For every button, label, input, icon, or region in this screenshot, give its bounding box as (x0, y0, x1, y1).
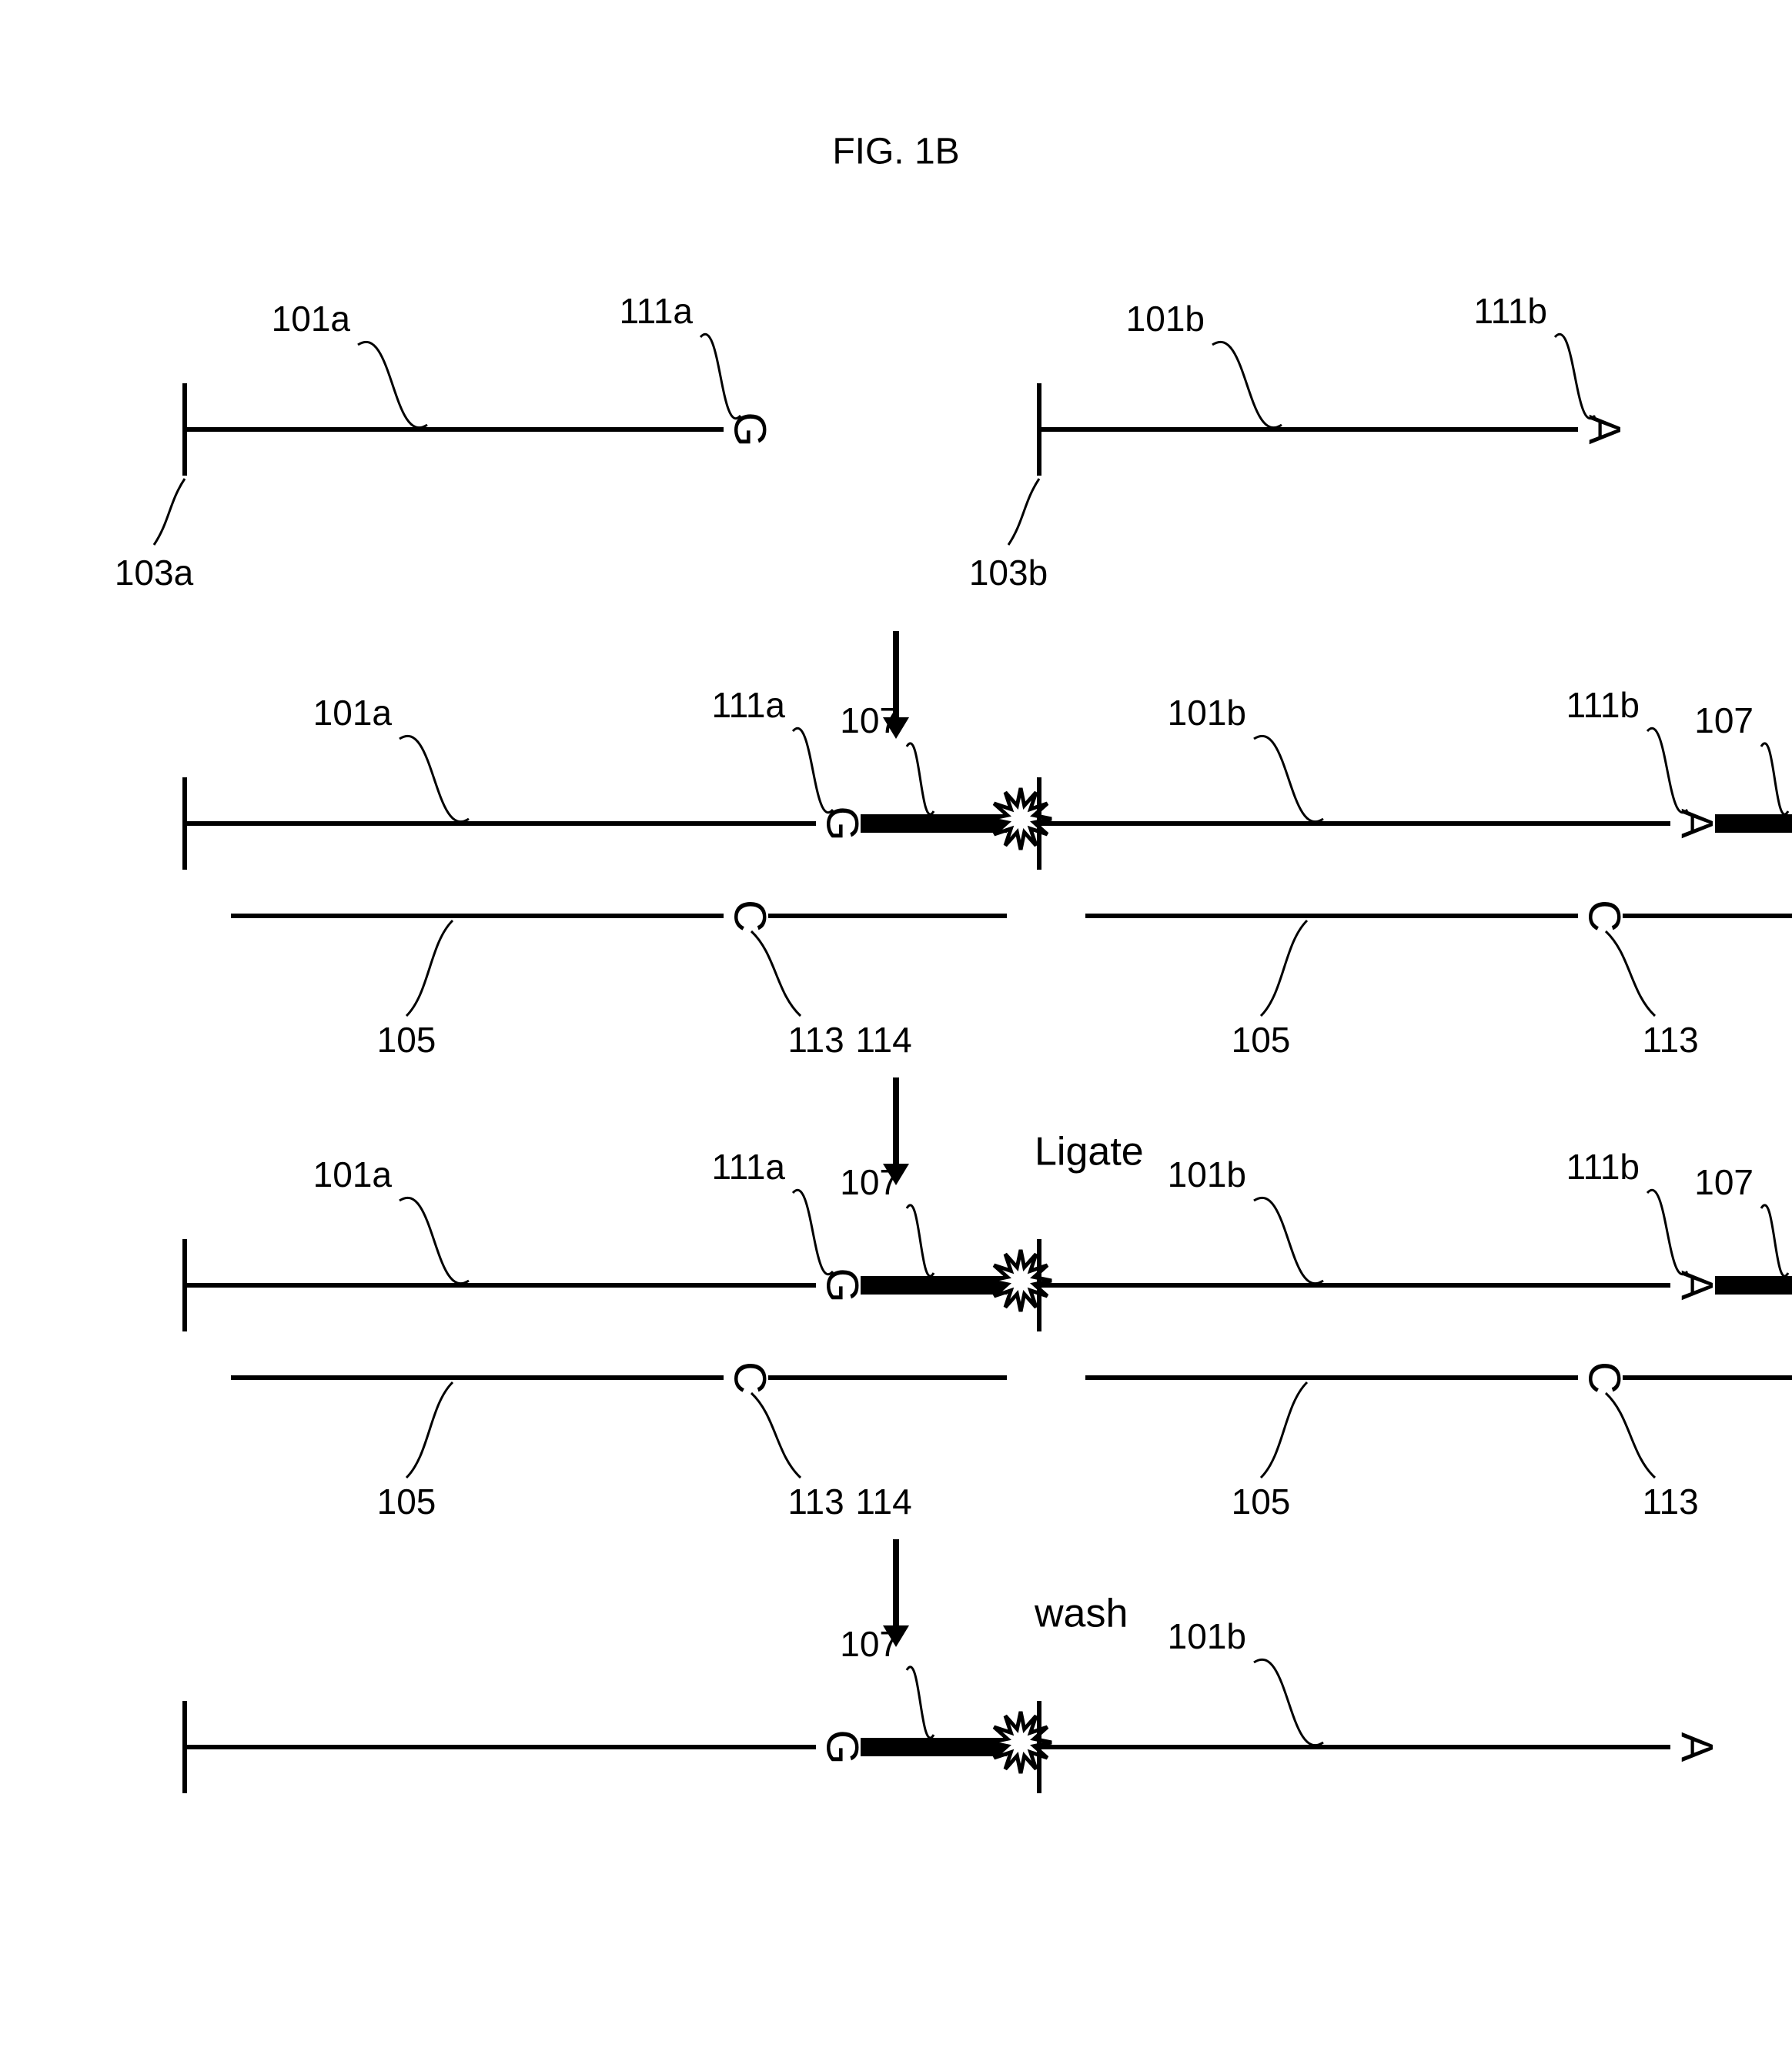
label-thick: 107 (840, 1162, 899, 1202)
label-query: 113 (1642, 1482, 1698, 1522)
figure-title: FIG. 1B (832, 132, 959, 172)
label-nt: 111b (1566, 1147, 1640, 1187)
label-nt: 111a (711, 685, 785, 725)
label-lower: 105 (377, 1482, 436, 1522)
nucleotide-top: G (817, 1729, 868, 1764)
label-anchor: 103a (115, 553, 194, 593)
label-lower: 105 (377, 1020, 436, 1060)
label-thick: 107 (840, 1624, 899, 1664)
label-query: 113 (787, 1482, 844, 1522)
nucleotide-query: C (1580, 1361, 1630, 1394)
label-anchor: 103b (969, 553, 1048, 593)
label-thick: 107 (1694, 700, 1754, 740)
label-nt: 111a (619, 291, 693, 331)
figure-root: FIG. 1BG101a111a103aA101b111b103bG101a11… (0, 0, 1792, 2068)
step-ligate: Ligate (1035, 1130, 1144, 1174)
label-probe: 101a (313, 693, 393, 733)
nucleotide-top: A (1672, 1271, 1722, 1301)
label-nt: 111b (1566, 685, 1640, 725)
label-probe: 101b (1168, 1616, 1246, 1656)
label-probe: 101a (272, 299, 351, 339)
label-query: 113 (787, 1020, 844, 1060)
nucleotide-top: A (1672, 809, 1722, 839)
label-nt: 111a (711, 1147, 785, 1187)
label-query: 113 (1642, 1020, 1698, 1060)
label-probe: 101b (1126, 299, 1205, 339)
label-ligated: 114 (855, 1020, 911, 1060)
label-ligated: 114 (855, 1482, 911, 1522)
step-wash: wash (1034, 1592, 1128, 1636)
label-probe: 101b (1168, 693, 1246, 733)
nucleotide-top: A (1580, 415, 1630, 445)
label-probe: 101b (1168, 1154, 1246, 1194)
label-nt: 111b (1473, 291, 1547, 331)
label-thick: 107 (1694, 1162, 1754, 1202)
nucleotide-query: C (725, 900, 775, 932)
label-probe: 101a (313, 1154, 393, 1194)
label-lower: 105 (1232, 1020, 1291, 1060)
label-lower: 105 (1232, 1482, 1291, 1522)
nucleotide-top: A (1672, 1732, 1722, 1762)
nucleotide-query: C (725, 1361, 775, 1394)
label-thick: 107 (840, 700, 899, 740)
figure-svg: FIG. 1BG101a111a103aA101b111b103bG101a11… (0, 0, 1792, 2068)
nucleotide-query: C (1580, 900, 1630, 932)
